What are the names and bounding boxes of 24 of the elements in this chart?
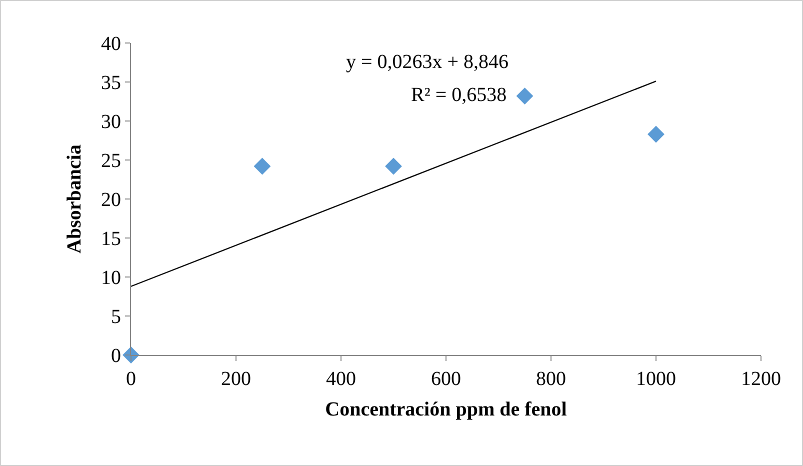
- y-tick-label: 20: [101, 189, 121, 211]
- annotation: y = 0,0263x + 8,846: [346, 51, 509, 73]
- y-tick-label: 0: [111, 345, 121, 367]
- x-axis-title: Concentración ppm de fenol: [325, 398, 568, 420]
- y-tick-label: 15: [101, 228, 121, 250]
- point: [254, 158, 271, 175]
- y-tick-label: 40: [101, 33, 121, 55]
- x-tick-label: 800: [536, 368, 566, 390]
- y-tick-label: 35: [101, 72, 121, 94]
- point: [648, 126, 664, 143]
- x-tick-label: 1200: [741, 368, 781, 390]
- y-tick-label: 25: [101, 150, 121, 172]
- annotation: R² = 0,6538: [411, 84, 507, 106]
- y-tick-label: 30: [101, 111, 121, 133]
- x-tick-label: 600: [431, 368, 461, 390]
- x-tick-label: 0: [126, 368, 136, 390]
- y-tick-label: 5: [111, 306, 121, 328]
- x-tick-label: 1000: [636, 368, 676, 390]
- point: [385, 158, 402, 175]
- point: [516, 88, 534, 104]
- x-tick-label: 200: [221, 368, 251, 390]
- x-tick-label: 400: [326, 368, 356, 390]
- y-tick-label: 10: [101, 267, 121, 289]
- y-axis-title: Absorbancia: [64, 144, 86, 254]
